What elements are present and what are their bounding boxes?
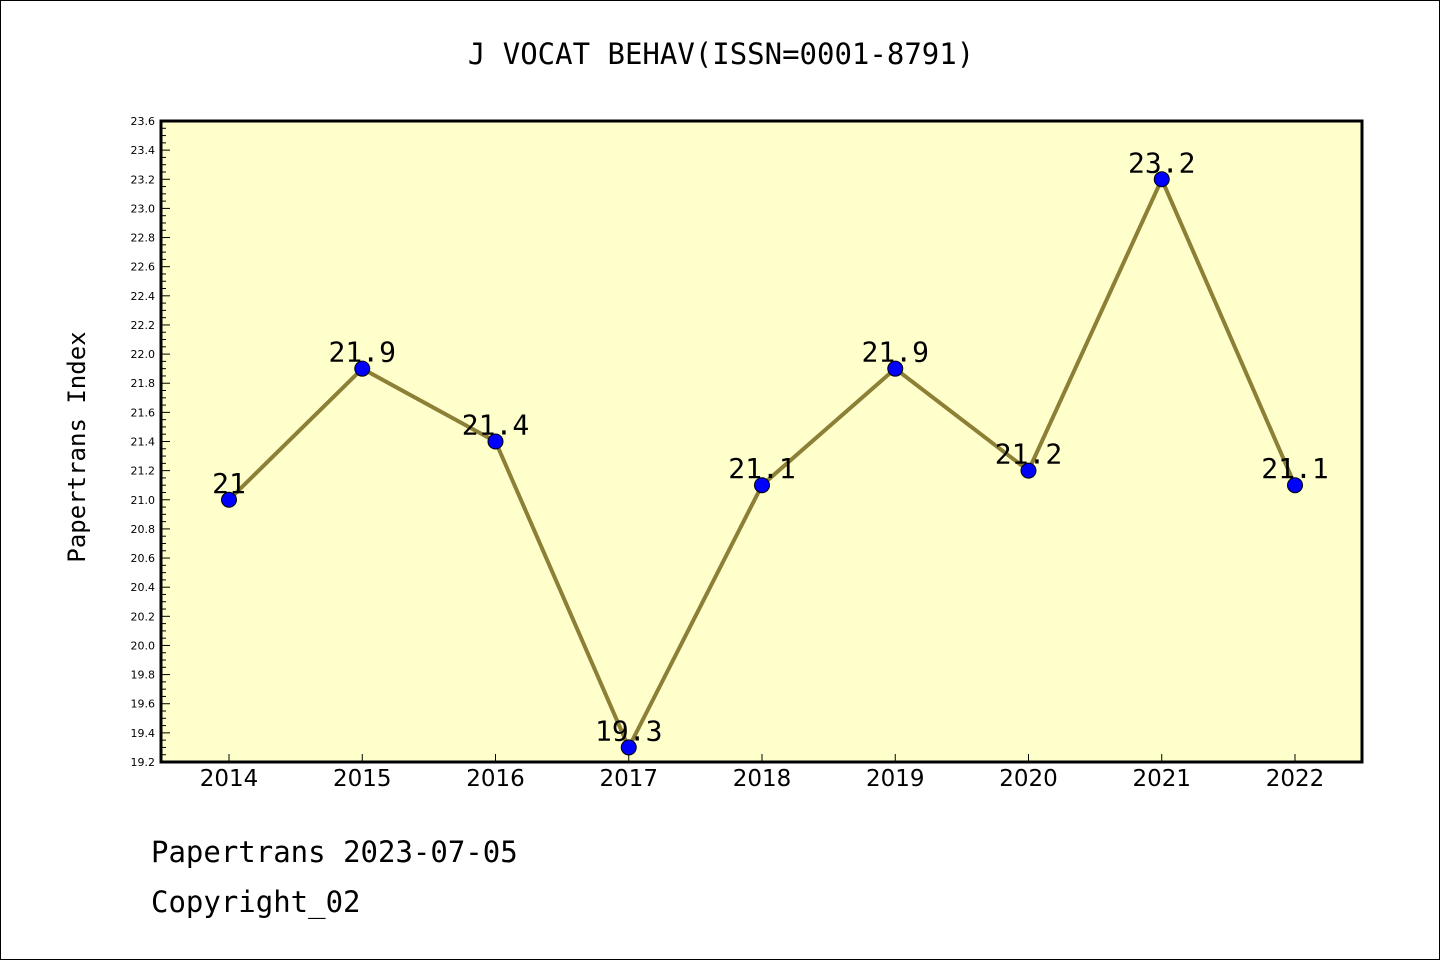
y-tick-label: 21.0 (131, 494, 156, 507)
data-label: 21.2 (995, 438, 1062, 471)
y-tick-label: 19.4 (131, 727, 156, 740)
footer-date: 2023-07-05 (343, 835, 518, 869)
footer-brand: Papertrans (151, 835, 326, 869)
x-tick-label: 2014 (200, 766, 259, 792)
data-point (487, 433, 504, 450)
y-tick-label: 22.4 (131, 290, 156, 303)
footer-copyright: Copyright_02 (151, 885, 361, 919)
data-point (221, 491, 237, 508)
y-tick-label: 21.8 (131, 377, 156, 390)
y-tick-label: 21.6 (131, 406, 156, 419)
x-tick-label: 2020 (999, 766, 1058, 792)
y-tick-label: 23.4 (131, 144, 156, 157)
y-tick-label: 20.0 (131, 639, 156, 652)
data-point (354, 360, 371, 377)
y-tick-label: 20.8 (131, 523, 156, 536)
x-tick-label: 2017 (599, 766, 658, 792)
y-axis-label: Papertrans Index (63, 331, 91, 563)
plot-area (161, 121, 1362, 762)
data-point (1287, 477, 1303, 494)
data-label: 21.1 (728, 452, 795, 485)
y-tick-label: 20.4 (131, 581, 156, 594)
y-tick-label: 23.6 (131, 115, 156, 128)
x-tick-label: 2016 (466, 766, 525, 792)
y-tick-label: 20.6 (131, 552, 156, 565)
data-label: 21.9 (329, 336, 396, 369)
data-label: 21.9 (862, 336, 929, 369)
x-tick-label: 2022 (1266, 766, 1325, 792)
y-tick-label: 19.6 (131, 698, 156, 711)
plot-border (159, 119, 1364, 764)
x-tick-label: 2015 (333, 766, 392, 792)
y-tick-label: 23.2 (131, 173, 156, 186)
x-tick-label: 2018 (733, 766, 792, 792)
data-point (887, 360, 904, 377)
y-tick-label: 22.2 (131, 319, 156, 332)
y-tick-label: 19.2 (131, 756, 156, 769)
y-tick-label: 22.0 (131, 348, 156, 361)
data-point (754, 477, 770, 494)
y-tick-label: 21.4 (131, 436, 156, 449)
y-tick-label: 21.2 (131, 465, 156, 478)
y-tick-label: 20.2 (131, 610, 156, 623)
data-label: 21 (212, 467, 246, 500)
data-point (1153, 171, 1170, 188)
data-label: 21.4 (462, 409, 529, 442)
data-label: 19.3 (595, 714, 662, 747)
x-tick-label: 2019 (866, 766, 925, 792)
y-tick-label: 22.8 (131, 232, 156, 245)
chart-title: J VOCAT BEHAV(ISSN=0001-8791) (467, 37, 975, 71)
data-label: 23.2 (1128, 146, 1195, 179)
y-tick-label: 22.6 (131, 261, 156, 274)
data-point (1020, 462, 1037, 479)
y-tick-label: 23.0 (131, 202, 156, 215)
y-tick-label: 19.8 (131, 669, 156, 682)
data-point (620, 739, 637, 756)
footer-date-line: Papertrans 2023-07-05 (151, 835, 518, 869)
x-tick-label: 2021 (1132, 766, 1191, 792)
data-label: 21.1 (1261, 452, 1328, 485)
